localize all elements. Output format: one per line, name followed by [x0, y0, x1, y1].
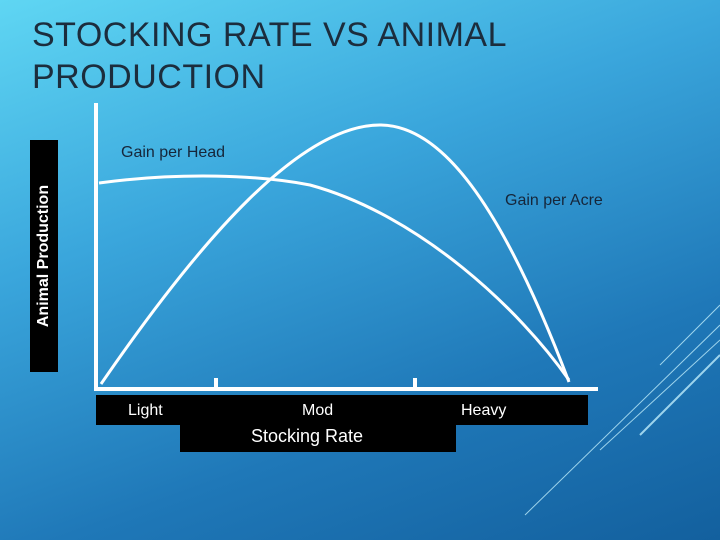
- gain-per-acre-label: Gain per Acre: [505, 192, 603, 209]
- x-tick-heavy: Heavy: [461, 402, 507, 419]
- y-axis-label-box: [30, 140, 58, 372]
- gain-per-acre-curve: [99, 123, 571, 385]
- x-tick-light: Light: [128, 402, 163, 419]
- x-tick-mod: Mod: [302, 402, 334, 419]
- gain-per-head-label: Gain per Head: [121, 144, 226, 161]
- decorative-lines: [524, 304, 720, 516]
- x-axis-label-box: [180, 420, 456, 452]
- slide-title: STOCKING RATE VS ANIMAL PRODUCTION: [32, 16, 506, 96]
- gain-per-head-curve: [98, 174, 571, 381]
- x-axis-label: Stocking Rate: [251, 426, 364, 446]
